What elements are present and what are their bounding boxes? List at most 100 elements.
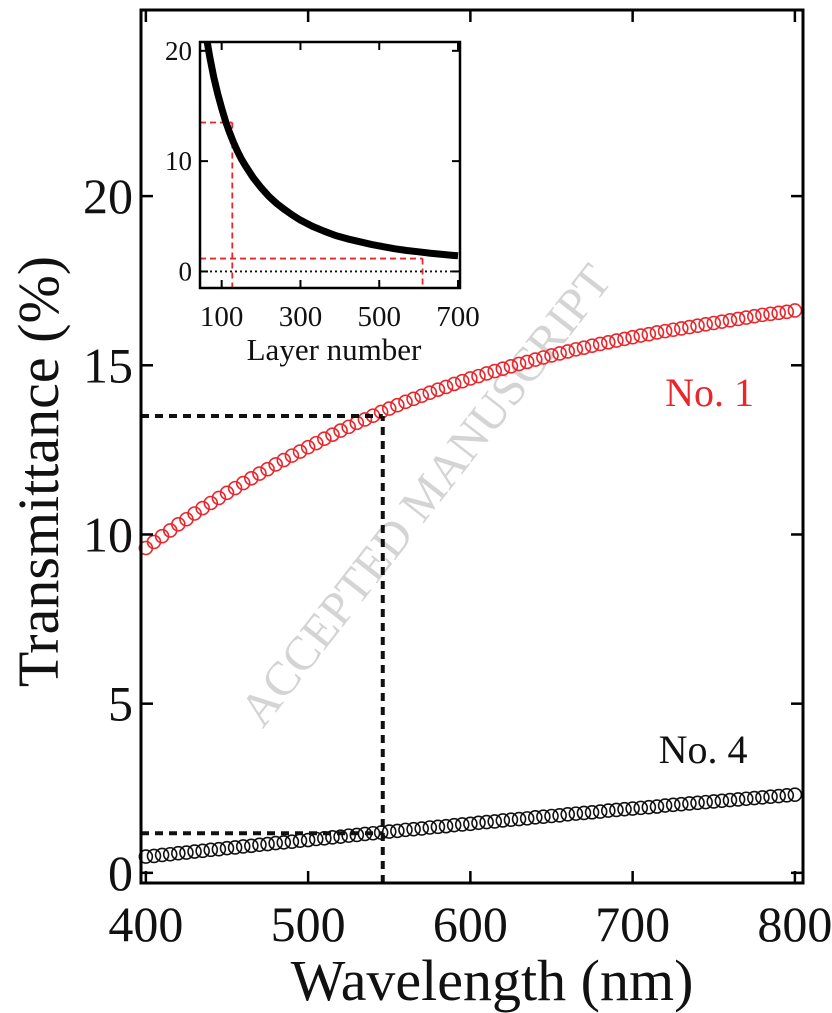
data-point-no4 — [171, 845, 186, 861]
data-point-no1 — [211, 490, 227, 506]
data-point-no4 — [633, 800, 649, 816]
data-point-no4 — [244, 838, 259, 854]
data-point-no1 — [560, 344, 576, 359]
inset-y-tick-label: 20 — [165, 36, 192, 66]
data-point-no4 — [406, 821, 421, 837]
data-point-no4 — [747, 790, 762, 806]
data-point-no4 — [268, 835, 283, 851]
data-point-no4 — [300, 832, 316, 848]
data-point-no1 — [576, 340, 592, 355]
data-point-no1 — [633, 328, 649, 343]
data-point-no1 — [438, 379, 454, 395]
data-point-no4 — [446, 817, 462, 833]
data-point-no1 — [779, 304, 795, 320]
data-point-no1 — [674, 321, 689, 336]
data-point-no4 — [714, 793, 730, 809]
data-point-no1 — [317, 431, 332, 447]
data-point-no1 — [333, 423, 348, 438]
data-point-no4 — [430, 819, 446, 835]
data-point-no1 — [308, 435, 324, 451]
data-point-no4 — [495, 813, 511, 828]
data-point-no1 — [235, 475, 251, 491]
data-point-no1 — [495, 361, 511, 376]
data-point-no4 — [544, 808, 559, 824]
inset-plot: 100 300 500 700 0 10 20 Layer number — [165, 36, 480, 367]
data-point-no4 — [536, 809, 551, 824]
data-point-no4 — [187, 844, 202, 859]
data-point-no4 — [398, 822, 413, 838]
data-point-no4 — [414, 821, 430, 836]
data-point-no1 — [503, 359, 519, 374]
data-point-no1 — [406, 391, 421, 407]
data-point-no1 — [722, 312, 738, 328]
data-point-no4 — [479, 814, 494, 830]
data-point-no1 — [665, 322, 681, 338]
data-point-no1 — [690, 318, 705, 334]
x-tick-label: 600 — [433, 896, 508, 952]
data-point-no4 — [219, 840, 235, 856]
data-point-no1 — [682, 319, 697, 335]
data-point-no4 — [641, 799, 657, 815]
data-point-no4 — [665, 797, 681, 813]
inset-x-tick-label: 300 — [279, 301, 323, 333]
x-tick-label: 700 — [595, 896, 670, 952]
data-point-no4 — [390, 823, 405, 839]
data-point-no1 — [747, 308, 762, 324]
main-guide-lines — [141, 414, 385, 883]
data-point-no4 — [511, 811, 527, 827]
inset-y-tick-label: 0 — [179, 256, 193, 286]
data-point-no1 — [511, 356, 527, 372]
data-point-no4 — [552, 808, 567, 823]
x-tick-label: 800 — [757, 896, 832, 952]
data-point-no1 — [252, 466, 267, 481]
data-point-no1 — [203, 495, 219, 511]
y-tick-label: 10 — [83, 506, 133, 562]
data-point-no4 — [252, 837, 267, 853]
data-point-no1 — [698, 317, 713, 332]
data-point-no1 — [463, 371, 478, 386]
data-point-no4 — [503, 812, 519, 828]
data-point-no4 — [260, 836, 275, 852]
data-point-no4 — [722, 792, 738, 808]
data-point-no1 — [649, 325, 665, 340]
data-point-no1 — [430, 382, 446, 397]
data-point-no1 — [738, 310, 754, 325]
data-point-no1 — [519, 354, 535, 370]
data-point-no1 — [787, 303, 803, 318]
data-point-no4 — [333, 829, 348, 844]
data-point-no4 — [438, 818, 454, 834]
data-point-no1 — [446, 376, 462, 392]
inset-plot-frame — [198, 40, 462, 290]
data-point-no1 — [284, 448, 300, 463]
data-point-no4 — [584, 804, 600, 820]
data-point-no4 — [560, 807, 576, 822]
data-point-no1 — [422, 385, 438, 400]
data-point-no1 — [292, 444, 308, 459]
data-point-no4 — [463, 816, 478, 832]
data-point-no4 — [690, 795, 705, 811]
x-tick-label: 500 — [271, 896, 346, 952]
inset-x-tick-label: 700 — [436, 301, 480, 333]
data-point-no1 — [641, 326, 657, 342]
y-tick-label: 20 — [83, 168, 133, 224]
data-point-no1 — [454, 373, 470, 389]
data-point-no4 — [341, 828, 356, 843]
data-point-no4 — [698, 794, 713, 810]
data-point-no1 — [771, 305, 786, 321]
data-point-no4 — [600, 803, 616, 818]
data-point-no1 — [381, 401, 397, 416]
data-point-no1 — [341, 419, 356, 435]
data-point-no4 — [422, 820, 438, 835]
data-point-no1 — [763, 306, 778, 322]
data-point-no1 — [171, 517, 186, 532]
data-point-no1 — [187, 506, 202, 521]
data-point-no4 — [154, 847, 170, 863]
main-axis-ticks: 400 500 600 700 800 0 5 10 15 20 — [83, 10, 832, 952]
data-point-no1 — [617, 331, 632, 347]
data-point-no1 — [592, 336, 608, 352]
data-point-no4 — [211, 841, 227, 857]
data-point-no1 — [584, 338, 600, 353]
data-point-no4 — [235, 839, 251, 854]
